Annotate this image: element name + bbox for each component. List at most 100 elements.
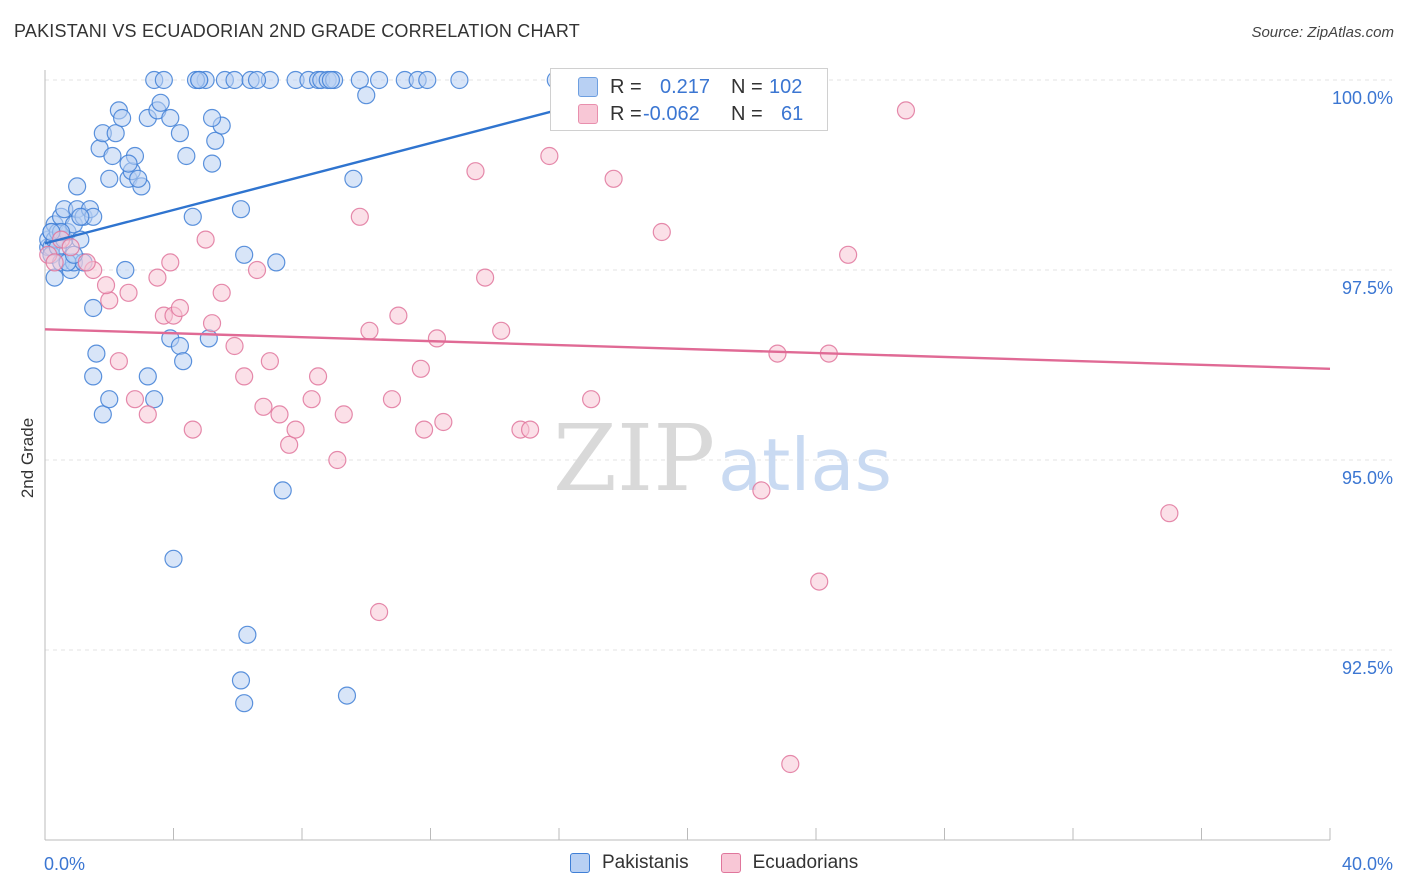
watermark-zip: ZIP bbox=[553, 405, 715, 512]
pakistani-point bbox=[87, 344, 106, 363]
pakistani-point bbox=[235, 694, 254, 713]
ecuadorian-point bbox=[96, 276, 116, 295]
ecuadorian-point bbox=[280, 435, 299, 454]
pakistani-point bbox=[84, 298, 103, 318]
ecuadorian-point bbox=[260, 352, 279, 371]
ecuadorian-point bbox=[196, 230, 215, 249]
pakistani-point bbox=[273, 481, 292, 500]
y-tick-label: 95.0% bbox=[1342, 468, 1393, 488]
pakistani-point bbox=[68, 177, 87, 196]
ecuadorian-point bbox=[161, 253, 180, 272]
legend-label-ecuadorians: Ecuadorians bbox=[752, 852, 859, 873]
pakistani-point bbox=[418, 70, 437, 90]
series-legend: Pakistanis Ecuadorians bbox=[570, 852, 890, 874]
ecuadorian-point bbox=[434, 412, 453, 432]
ecuadorian-point bbox=[77, 253, 96, 272]
pakistani-point bbox=[202, 108, 222, 128]
pakistani-point bbox=[177, 146, 196, 166]
ecuadorian-point bbox=[350, 207, 369, 226]
ecuadorian-point bbox=[45, 253, 64, 272]
ecuadorian-point bbox=[270, 405, 289, 424]
ecuadorian-point bbox=[170, 298, 190, 318]
ecuadorian-point bbox=[100, 291, 119, 310]
ecuadorian-point bbox=[302, 390, 321, 409]
legend-item-ecuadorians[interactable]: Ecuadorians bbox=[720, 852, 859, 874]
ecuadorian-point bbox=[183, 420, 202, 439]
ecuadorian-point bbox=[839, 245, 858, 264]
pakistani-point bbox=[238, 625, 257, 644]
pakistani-point bbox=[119, 154, 138, 173]
axes bbox=[44, 70, 1331, 841]
n-value: 61 bbox=[781, 102, 804, 125]
pakistani-point bbox=[170, 336, 190, 356]
ecuadorian-point bbox=[125, 390, 145, 409]
r-value: -0.062 bbox=[643, 102, 700, 125]
ecuadorian-trend-line bbox=[44, 328, 1331, 370]
n-label: N = bbox=[731, 75, 763, 98]
legend-label-pakistanis: Pakistanis bbox=[602, 852, 689, 873]
stats-row-ecuadorians: R = -0.062 N = 61 bbox=[551, 100, 829, 128]
pakistani-point bbox=[84, 367, 103, 386]
ecuadorian-point bbox=[768, 344, 787, 363]
ecuadorian-point bbox=[148, 268, 167, 287]
pakistani-point bbox=[129, 169, 148, 188]
r-value: 0.217 bbox=[660, 75, 711, 98]
pakistani-point bbox=[174, 352, 193, 371]
pakistani-point bbox=[206, 131, 225, 150]
y-tick-label: 100.0% bbox=[1332, 88, 1393, 108]
ecuadorian-point bbox=[61, 238, 80, 257]
ecuadorian-point bbox=[582, 390, 601, 409]
y-tick-label: 92.5% bbox=[1342, 658, 1393, 678]
pakistani-point bbox=[151, 93, 170, 112]
n-value: 102 bbox=[769, 75, 803, 98]
ecuadorian-point bbox=[370, 602, 389, 622]
ecuadorian-point bbox=[652, 222, 671, 242]
n-label: N = bbox=[731, 102, 763, 125]
ecuadorian-point bbox=[225, 336, 244, 356]
ecuadorian-point bbox=[254, 397, 273, 416]
pakistani-point bbox=[161, 108, 180, 128]
y-tick-label: 97.5% bbox=[1342, 278, 1393, 298]
pakistani-point bbox=[350, 70, 369, 90]
pakistani-point bbox=[164, 549, 183, 568]
pakistani-point bbox=[100, 169, 119, 188]
pakistani-point bbox=[154, 70, 173, 90]
r-label: R = bbox=[610, 75, 642, 98]
ecuadorian-point bbox=[109, 352, 128, 371]
pakistani-point bbox=[247, 70, 267, 90]
ecuadorian-point bbox=[212, 283, 231, 302]
y-axis-label: 2nd Grade bbox=[18, 418, 37, 498]
ecuadorian-point bbox=[119, 283, 138, 302]
series-pakistanis bbox=[39, 70, 565, 713]
ecuadorian-point bbox=[360, 321, 379, 340]
ecuadorian-point bbox=[604, 169, 623, 188]
watermark-atlas: atlas bbox=[718, 423, 892, 507]
ecuadorian-point bbox=[202, 314, 222, 333]
pakistani-point bbox=[112, 108, 132, 128]
ecuadorian-point bbox=[382, 390, 402, 409]
pakistani-point bbox=[100, 390, 119, 409]
pakistani-point bbox=[145, 390, 164, 409]
pakistani-point bbox=[202, 154, 222, 173]
pakistani-point bbox=[93, 405, 112, 424]
ecuadorian-point bbox=[1160, 504, 1179, 523]
pakistani-point bbox=[199, 329, 218, 348]
series-ecuadorians bbox=[39, 70, 1179, 774]
pakistani-point bbox=[138, 367, 157, 386]
ecuadorian-point bbox=[235, 367, 254, 386]
x-tick-label-min: 0.0% bbox=[44, 854, 85, 874]
pakistani-point bbox=[267, 253, 286, 272]
ecuadorian-point bbox=[752, 481, 771, 500]
pakistanis-swatch bbox=[578, 77, 598, 97]
pakistani-point bbox=[170, 124, 190, 143]
ecuadorian-point bbox=[286, 420, 305, 439]
y-tick-labels: 100.0% 97.5% 95.0% 92.5% bbox=[1332, 88, 1393, 678]
x-tick-labels: 0.0% 40.0% bbox=[44, 854, 1393, 874]
ecuadorian-point bbox=[896, 101, 916, 120]
ecuadorian-point bbox=[389, 306, 408, 325]
pakistani-point bbox=[45, 268, 64, 287]
legend-item-pakistanis[interactable]: Pakistanis bbox=[570, 852, 689, 874]
ecuadorians-swatch bbox=[578, 104, 598, 124]
ecuadorian-point bbox=[476, 268, 495, 287]
